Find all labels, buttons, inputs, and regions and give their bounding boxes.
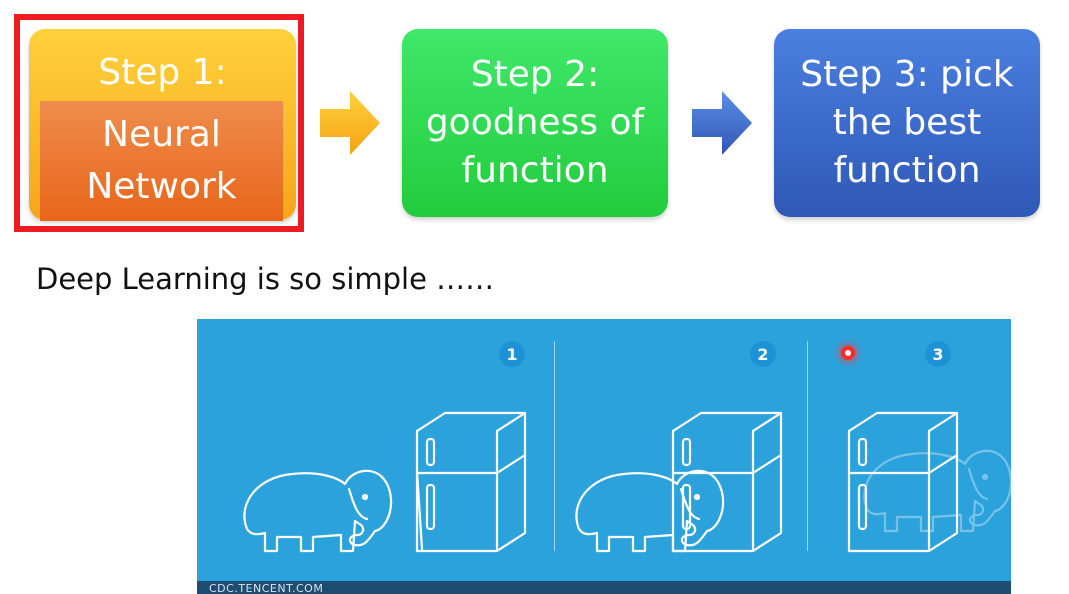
- panel-divider: [554, 341, 555, 551]
- step2-line-3: function: [461, 150, 609, 191]
- step-number-1: 1: [499, 341, 525, 367]
- watermark-bar: [197, 581, 1011, 594]
- panel-divider: [807, 341, 808, 551]
- step3-line-2: the best: [832, 102, 982, 143]
- step2-line-2: goodness of: [425, 102, 645, 143]
- neural-network-box: Neural Network: [40, 101, 283, 221]
- step1-box: Step 1: Neural Network: [29, 29, 296, 221]
- watermark-text: CDC.TENCENT.COM: [209, 582, 324, 594]
- highlight-frame: [14, 14, 304, 232]
- step2-box: Step 2: goodness of function: [402, 29, 668, 217]
- elephant-fridge-illustration: 1 2 3: [197, 319, 1011, 594]
- step1-title: Step 1:: [98, 52, 227, 93]
- step-number-2: 2: [750, 341, 776, 367]
- arrow-right-icon: [320, 91, 380, 155]
- step3-line-1: Step 3: pick: [800, 54, 1014, 95]
- step2-line-1: Step 2:: [470, 54, 600, 95]
- caption-text: Deep Learning is so simple ……: [36, 262, 495, 296]
- step-number-3: 3: [925, 341, 951, 367]
- arrow-right-icon: [692, 91, 752, 155]
- step3-box: Step 3: pick the best function: [774, 29, 1040, 217]
- cursor-pointer-icon: [841, 346, 855, 360]
- step1-inner-line-2: Network: [86, 166, 237, 207]
- step3-line-3: function: [833, 150, 981, 191]
- step1-inner-line-1: Neural: [102, 114, 221, 155]
